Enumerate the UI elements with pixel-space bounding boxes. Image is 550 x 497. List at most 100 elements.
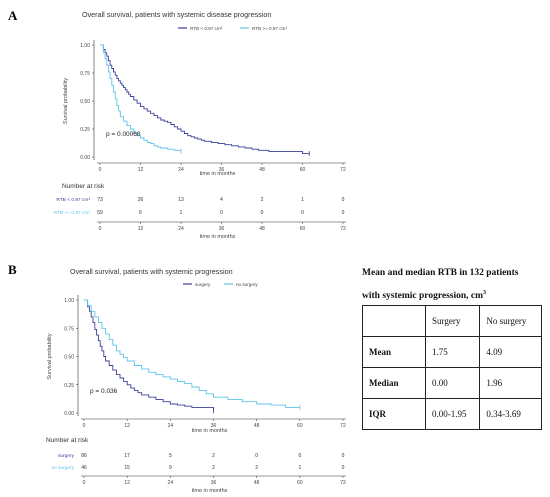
risk-x-tick-label: 0 (99, 226, 102, 232)
table-header-cell: No surgery (479, 305, 542, 337)
risk-count: 0 (342, 210, 345, 216)
risk-count: 17 (124, 453, 130, 459)
risk-x-tick-label: 0 (83, 480, 86, 486)
risk-count: 46 (81, 465, 87, 471)
x-tick-label: 60 (297, 423, 303, 429)
p-value-annotation: p = 0.036 (90, 388, 118, 395)
risk-count: 86 (81, 453, 87, 459)
x-tick-label: 72 (340, 167, 346, 173)
risk-count: 4 (220, 197, 223, 203)
legend-label: RTB >= 0.97 cm³ (252, 26, 287, 31)
risk-x-tick-label: 36 (211, 480, 217, 486)
table-cell: 0.00-1.95 (424, 398, 481, 430)
y-tick-label: 0.00 (80, 155, 90, 161)
risk-x-tick-label: 60 (300, 226, 306, 232)
table-title-text: with systemic progression, cm (362, 291, 484, 302)
y-tick-label: 0.50 (80, 99, 90, 105)
table-title-line2: with systemic progression, cm3 (362, 286, 542, 303)
x-tick-label: 72 (340, 423, 346, 429)
legend-label: RTB < 0.97 cm³ (190, 26, 223, 31)
risk-count: 59 (97, 210, 103, 216)
table-cell: 1.75 (424, 336, 481, 368)
risk-count: 0 (298, 453, 301, 459)
risk-row-label: surgery (58, 453, 75, 459)
risk-row-label: RTB < 0.97 cm³ (56, 197, 90, 203)
y-tick-label: 0.25 (80, 127, 90, 133)
survival-curve (100, 44, 310, 155)
y-axis-label: Survival probability (47, 333, 53, 379)
p-value-annotation: p = 0.00068 (106, 131, 141, 138)
risk-count: 0 (342, 453, 345, 459)
risk-count: 0 (255, 453, 258, 459)
x-axis-label: time in months (192, 428, 228, 434)
x-tick-label: 60 (300, 167, 306, 173)
risk-count: 0 (261, 210, 264, 216)
survival-curve (100, 44, 182, 152)
risk-count: 13 (178, 197, 184, 203)
legend-label: no surgery (236, 282, 258, 287)
risk-count: 0 (342, 197, 345, 203)
table-row: Median 0.00 1.96 (362, 367, 542, 399)
table-row-label: Median (362, 367, 426, 399)
table-title-superscript: 3 (483, 290, 487, 296)
y-tick-label: 0.00 (64, 411, 74, 417)
risk-count: 2 (212, 453, 215, 459)
x-tick-label: 24 (178, 167, 184, 173)
risk-x-tick-label: 36 (219, 226, 225, 232)
risk-x-tick-label: 72 (340, 226, 346, 232)
risk-count: 26 (138, 197, 144, 203)
y-tick-label: 0.50 (64, 355, 74, 361)
table-cell: 1.96 (479, 367, 542, 399)
chart-title: Overall survival, patients with systemic… (70, 267, 233, 276)
risk-x-tick-label: 48 (259, 226, 265, 232)
table-row-label: Mean (362, 336, 426, 368)
survival-curve (84, 299, 300, 408)
x-tick-label: 24 (168, 423, 174, 429)
table-header-cell: Surgery (424, 305, 481, 337)
risk-count: 2 (255, 465, 258, 471)
x-tick-label: 0 (83, 423, 86, 429)
risk-count: 0 (301, 210, 304, 216)
x-tick-label: 36 (211, 423, 217, 429)
risk-count: 1 (180, 210, 183, 216)
risk-count: 73 (97, 197, 103, 203)
risk-count: 2 (261, 197, 264, 203)
risk-x-tick-label: 24 (178, 226, 184, 232)
table-row-label: IQR (362, 398, 426, 430)
legend-label: surgery (195, 282, 211, 287)
chart-title: Overall survival, patients with systemic… (82, 10, 271, 19)
table-header-row: Surgery No surgery (362, 305, 542, 337)
risk-count: 6 (139, 210, 142, 216)
x-tick-label: 48 (259, 167, 265, 173)
table-cell: 0.00 (424, 367, 481, 399)
y-tick-label: 0.25 (64, 383, 74, 389)
risk-x-tick-label: 60 (297, 480, 303, 486)
risk-x-tick-label: 48 (254, 480, 260, 486)
risk-count: 1 (298, 465, 301, 471)
y-tick-label: 0.75 (64, 326, 74, 332)
x-tick-label: 36 (219, 167, 225, 173)
table-cell: 0.34-3.69 (479, 398, 542, 430)
risk-table-title: Number at risk (62, 183, 105, 190)
y-tick-label: 1.00 (80, 43, 90, 49)
risk-x-tick-label: 72 (340, 480, 346, 486)
table-row: Mean 1.75 4.09 (362, 336, 542, 368)
x-tick-label: 12 (138, 167, 144, 173)
risk-x-tick-label: 12 (124, 480, 130, 486)
x-tick-label: 0 (99, 167, 102, 173)
risk-row-label: no surgery (51, 465, 74, 471)
risk-x-tick-label: 12 (138, 226, 144, 232)
table-title-line1: Mean and median RTB in 132 patients (362, 268, 519, 278)
risk-x-tick-label: 24 (168, 480, 174, 486)
risk-x-axis-label: time in months (192, 488, 228, 494)
risk-count: 5 (169, 453, 172, 459)
x-tick-label: 12 (124, 423, 130, 429)
risk-row-label: RTB >= 0.97 cm³ (54, 210, 91, 216)
x-axis-label: time in months (200, 171, 236, 177)
risk-count: 15 (124, 465, 130, 471)
risk-count: 0 (342, 465, 345, 471)
y-tick-label: 1.00 (64, 298, 74, 304)
x-tick-label: 48 (254, 423, 260, 429)
risk-count: 1 (301, 197, 304, 203)
